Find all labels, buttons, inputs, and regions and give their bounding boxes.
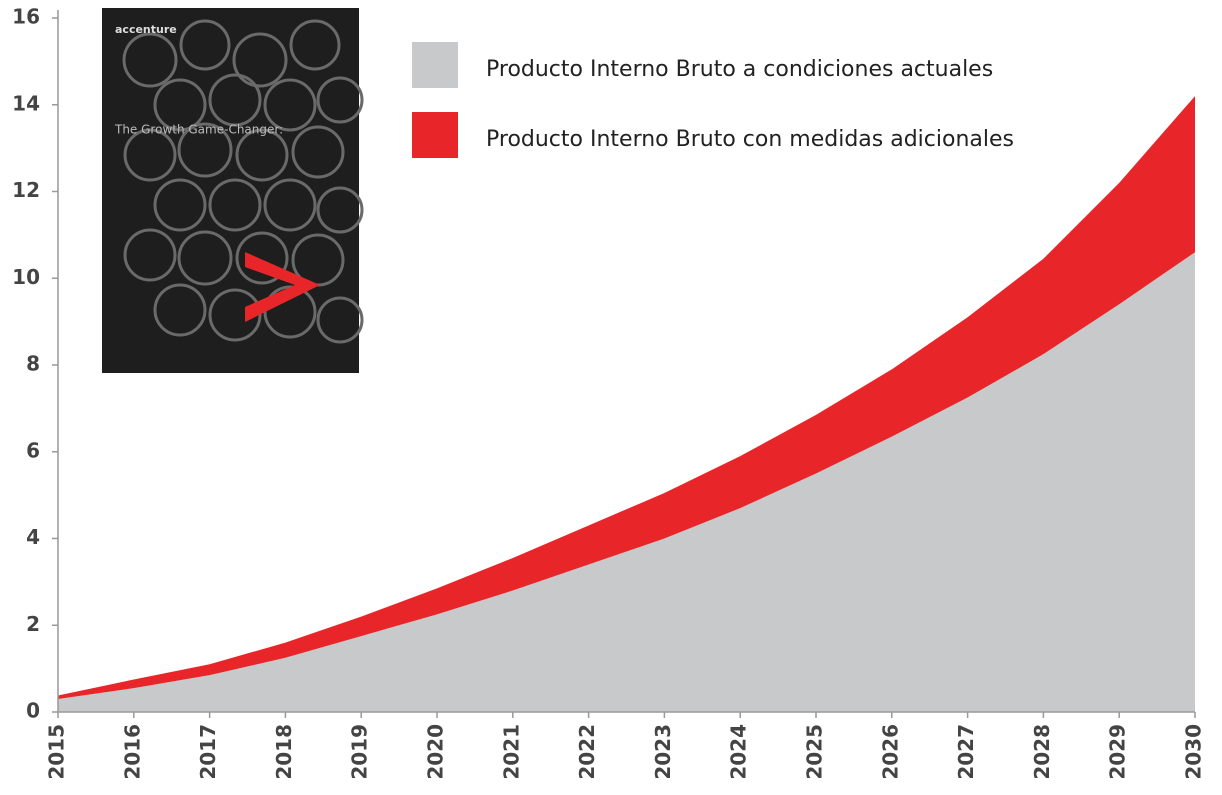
cover-background [102,8,359,373]
y-tick-label: 14 [12,91,40,115]
x-tick-label: 2025 [803,724,827,780]
x-tick-label: 2029 [1106,724,1130,780]
chart: 0 2 4 6 8 10 12 14 16 2015 2016 2017 2018 2019 2020 202… [0,0,1222,795]
x-tick-label: 2030 [1182,724,1206,780]
x-tick-label: 2015 [45,724,69,780]
x-tick-label: 2020 [424,724,448,780]
legend-label: Producto Interno Bruto con medidas adici… [486,127,1014,152]
y-tick-label: 8 [26,352,40,376]
x-tick-label: 2024 [727,724,751,780]
cover-brand: accenture [115,23,177,36]
x-tick-label: 2023 [651,724,675,780]
cover-image: accenture The Growth Game-Changer: [102,8,362,373]
x-tick-label: 2027 [954,724,978,780]
x-tick-label: 2016 [120,724,144,780]
x-tick-label: 2026 [878,724,902,780]
legend-label: Producto Interno Bruto a condiciones act… [486,57,993,82]
page: 0 2 4 6 8 10 12 14 16 2015 2016 2017 2018 2019 2020 202… [0,0,1222,795]
y-tick-label: 16 [12,5,40,29]
y-tick-label: 10 [12,265,40,289]
legend-swatch [412,42,458,88]
x-tick-label: 2028 [1030,724,1054,780]
y-tick-label: 6 [26,438,40,462]
y-tick-label: 4 [26,525,40,549]
x-tick-label: 2017 [196,724,220,780]
x-tick-label: 2021 [499,724,523,780]
x-tick-label: 2022 [575,724,599,780]
y-tick-label: 0 [26,699,40,723]
x-tick-label: 2019 [348,724,372,780]
legend-swatch [412,112,458,158]
y-tick-label: 12 [12,178,40,202]
cover-title: The Growth Game-Changer: [114,123,283,137]
x-tick-label: 2018 [272,724,296,780]
y-tick-label: 2 [26,612,40,636]
